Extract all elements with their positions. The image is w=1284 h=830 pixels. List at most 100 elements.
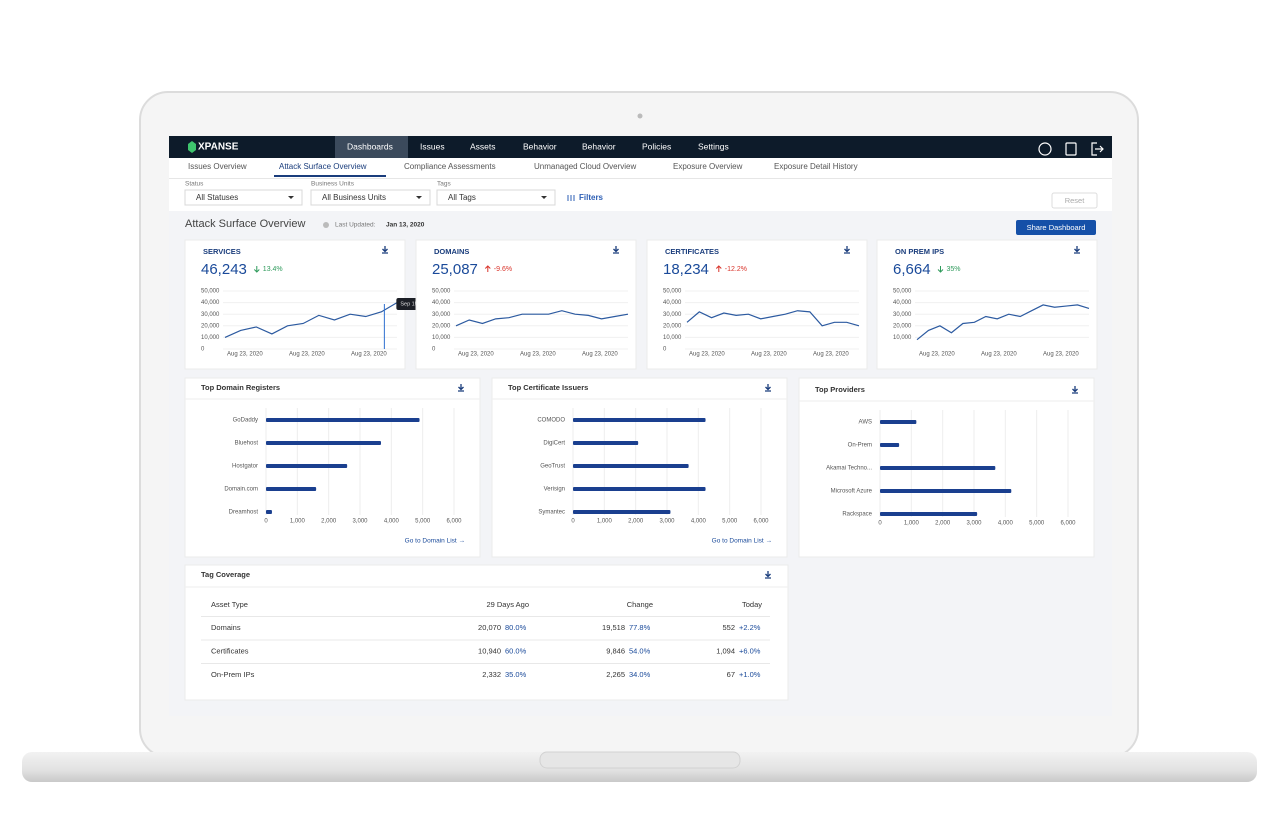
- category-label: Bluehost: [235, 441, 259, 447]
- dropdown-value: All Business Units: [322, 193, 386, 202]
- table-count: 19,518: [602, 623, 625, 632]
- table-pct: +2.2%: [739, 623, 761, 632]
- download-icon[interactable]: [458, 384, 464, 392]
- change-arrow: [937, 266, 944, 273]
- download-icon[interactable]: [613, 246, 619, 254]
- share-button[interactable]: [1016, 220, 1096, 235]
- tab[interactable]: Exposure Detail History: [774, 162, 858, 171]
- page-title: Attack Surface Overview: [185, 218, 305, 230]
- nav-item[interactable]: Behavior: [582, 141, 616, 151]
- updated-label: Last Updated:: [335, 222, 376, 229]
- category-label: COMODO: [537, 418, 565, 424]
- nav-item[interactable]: Assets: [470, 141, 496, 151]
- y-tick-label: 50,000: [893, 289, 912, 295]
- nav-item[interactable]: Behavior: [523, 141, 557, 151]
- bar: [266, 487, 317, 491]
- card-title: ON PREM IPS: [895, 247, 944, 256]
- download-icon[interactable]: [765, 384, 771, 392]
- line-series: [455, 310, 629, 327]
- download-icon[interactable]: [1074, 246, 1080, 254]
- dropdown[interactable]: [436, 189, 556, 206]
- line-series: [686, 310, 860, 327]
- x-tick-label: 5,000: [1029, 521, 1045, 527]
- nav-item[interactable]: Policies: [642, 141, 671, 151]
- category-label: Symantec: [538, 510, 565, 516]
- y-tick-label: 0: [201, 347, 205, 353]
- filters-button[interactable]: Filters: [579, 193, 604, 202]
- bar: [880, 443, 900, 447]
- tab[interactable]: Issues Overview: [188, 162, 247, 171]
- bar: [880, 420, 917, 424]
- tab[interactable]: Attack Surface Overview: [279, 162, 367, 171]
- card-value: 6,664: [893, 261, 931, 278]
- download-icon[interactable]: [1072, 386, 1078, 394]
- x-tick-label: 2,000: [628, 519, 644, 525]
- card-title: DOMAINS: [434, 247, 469, 256]
- x-tick-label: 1,000: [597, 519, 613, 525]
- x-tick-label: 6,000: [753, 519, 769, 525]
- y-tick-label: 0: [663, 347, 667, 353]
- y-tick-label: 40,000: [663, 300, 682, 306]
- card-change: -12.2%: [725, 266, 747, 273]
- tab[interactable]: Exposure Overview: [673, 162, 743, 171]
- download-icon[interactable]: [382, 246, 388, 254]
- nav-item[interactable]: Dashboards: [347, 141, 393, 151]
- table-header: 29 Days Ago: [486, 600, 529, 609]
- y-tick-label: 30,000: [663, 312, 682, 318]
- x-tick-label: 1,000: [904, 521, 920, 527]
- dropdown[interactable]: [184, 189, 303, 206]
- y-tick-label: 50,000: [432, 289, 451, 295]
- bar: [880, 466, 996, 470]
- bar: [573, 487, 706, 491]
- bar: [880, 512, 978, 516]
- download-icon[interactable]: [844, 246, 850, 254]
- y-tick-label: 10,000: [893, 335, 912, 341]
- x-tick-label: 4,000: [691, 519, 707, 525]
- filter-icon[interactable]: [567, 195, 575, 201]
- logo-icon: [188, 141, 196, 153]
- logout-icon[interactable]: [1091, 142, 1104, 156]
- card-change: 35%: [947, 266, 961, 273]
- change-arrow: [715, 265, 722, 272]
- card-value: 18,234: [663, 261, 709, 278]
- y-tick-label: 30,000: [201, 312, 220, 318]
- x-tick-label: Aug 23, 2020: [520, 352, 556, 358]
- tab[interactable]: Compliance Assessments: [404, 162, 496, 171]
- table-cell: On-Prem IPs: [211, 670, 255, 679]
- panel-link[interactable]: Go to Domain List →: [405, 538, 465, 545]
- x-tick-label: 3,000: [352, 519, 368, 525]
- reset-button[interactable]: [1051, 192, 1098, 209]
- y-tick-label: 20,000: [893, 323, 912, 329]
- reset-label: Reset: [1065, 196, 1086, 205]
- x-tick-label: 0: [264, 519, 268, 525]
- bar: [880, 489, 1012, 493]
- table-header: Asset Type: [211, 600, 248, 609]
- table-panel: [184, 564, 789, 701]
- panel-link[interactable]: Go to Domain List →: [712, 538, 772, 545]
- dropdown-value: All Statuses: [196, 193, 238, 202]
- tab[interactable]: Unmanaged Cloud Overview: [534, 162, 636, 171]
- download-icon[interactable]: [765, 571, 771, 579]
- camera: [637, 113, 643, 119]
- x-tick-label: Aug 23, 2020: [458, 352, 494, 358]
- nav-item[interactable]: Settings: [698, 141, 729, 151]
- tab-bar: [169, 158, 1112, 178]
- table-cell: Certificates: [211, 646, 249, 655]
- y-tick-label: 30,000: [432, 312, 451, 318]
- bar: [573, 464, 689, 468]
- table-count: 9,846: [606, 646, 625, 655]
- nav-item[interactable]: Issues: [420, 141, 445, 151]
- category-label: Domain.com: [224, 487, 258, 493]
- x-tick-label: Aug 23, 2020: [582, 352, 618, 358]
- table-header: Change: [627, 600, 653, 609]
- dropdown[interactable]: [310, 189, 431, 206]
- x-tick-label: 1,000: [290, 519, 306, 525]
- help-icon[interactable]: [1038, 142, 1052, 156]
- x-tick-label: 2,000: [935, 521, 951, 527]
- bar: [573, 418, 706, 422]
- kpi-card: [646, 239, 868, 370]
- notes-icon[interactable]: [1065, 142, 1077, 156]
- bar: [266, 464, 348, 468]
- x-tick-label: Aug 23, 2020: [227, 352, 263, 358]
